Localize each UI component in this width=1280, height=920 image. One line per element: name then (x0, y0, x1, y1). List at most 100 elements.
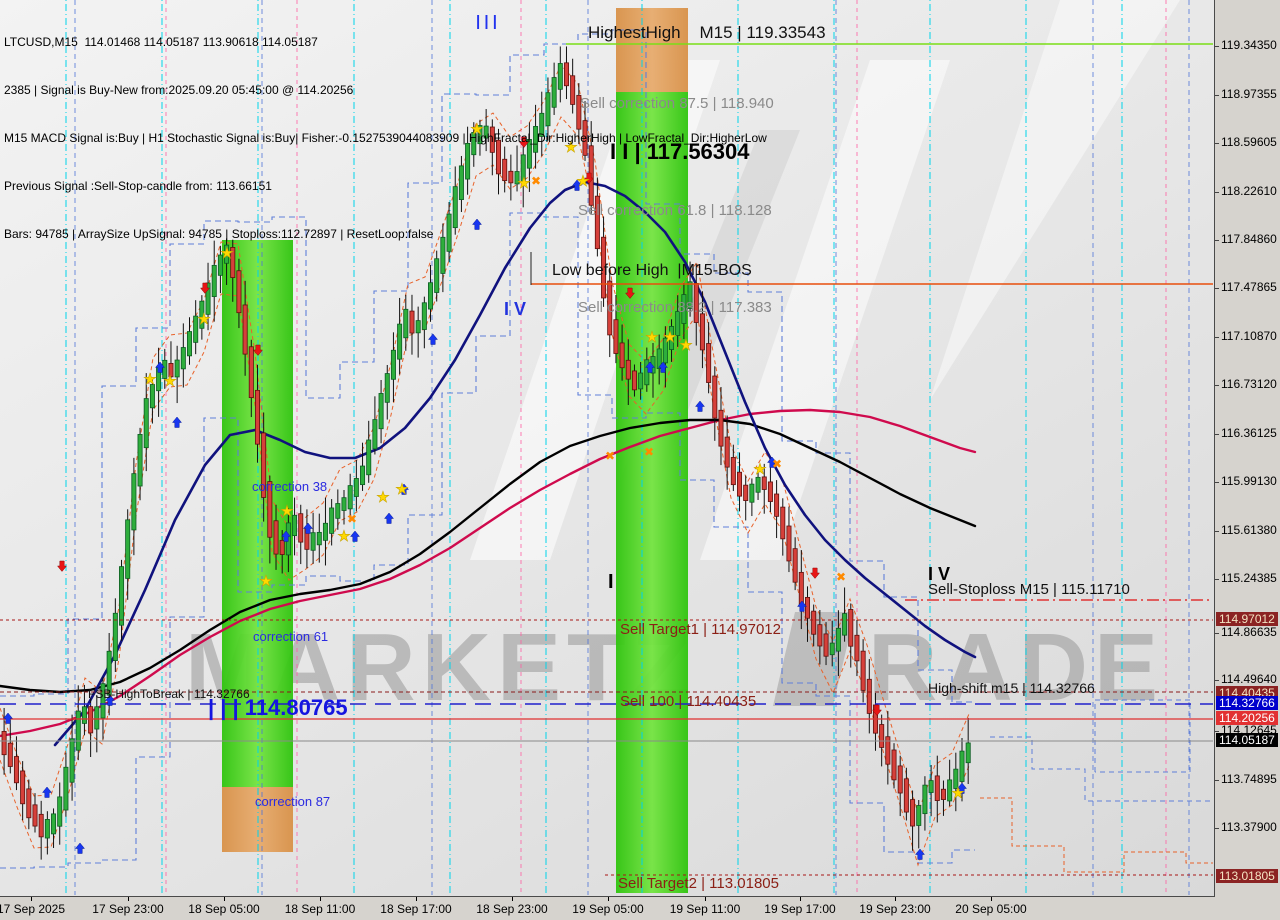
bull-candle (186, 331, 192, 357)
channel-upper-line (0, 29, 975, 703)
bear-candle (724, 436, 730, 468)
x-axis-tick (895, 897, 896, 901)
buy-arrow-icon (41, 786, 53, 798)
bear-candle (26, 788, 32, 819)
cross-icon: ✖ (347, 512, 357, 526)
bear-candle (607, 280, 613, 336)
bear-candle (823, 633, 829, 657)
buy-arrow-icon (171, 416, 183, 428)
y-axis-tick (1215, 828, 1219, 829)
info-line-macd: M15 MACD Signal is:Buy | H1 Stochastic S… (4, 131, 767, 145)
levels-layer (0, 43, 1213, 876)
buy-arrow-icon (694, 400, 706, 412)
bear-candle (940, 788, 946, 800)
info-line-previous: Previous Signal :Sell-Stop-candle from: … (4, 179, 272, 193)
x-axis-tick (31, 897, 32, 901)
y-tick-label: 118.22610 (1221, 184, 1277, 198)
bear-candle (811, 610, 817, 635)
bear-candle (699, 313, 705, 351)
x-axis-tick (416, 897, 417, 901)
bull-candle (81, 706, 87, 724)
x-tick-label: 18 Sep 11:00 (284, 902, 356, 916)
x-axis-tick (320, 897, 321, 901)
bull-candle (477, 125, 483, 145)
price-axis[interactable]: 119.34350 118.97355 118.59605 118.22610 117.… (1215, 0, 1280, 896)
buy-arrow-icon (796, 600, 808, 612)
bear-candle (631, 370, 637, 391)
time-axis[interactable]: 17 Sep 2025 17 Sep 23:00 18 Sep 05:00 18 Se… (0, 897, 1280, 920)
bear-candle (254, 389, 260, 445)
bull-candle (143, 398, 149, 449)
x-axis-tick (512, 897, 513, 901)
bull-candle (44, 819, 50, 839)
y-tick-label: 116.73120 (1221, 377, 1277, 391)
bull-candle (162, 359, 168, 379)
bull-candle (440, 236, 446, 274)
bear-candle (798, 571, 804, 606)
watermark-streak (930, 0, 1180, 400)
chart-area[interactable]: MARKETZ RADE ★ ★ ★ ★ ★ ★ ★ ★ ★ ★ ★ ★ ★ ★ ★ ★ ★ ★ ✖ ✖ ✖ ✖ ✖ ✖ | | … (0, 0, 1215, 897)
y-axis-tick (1215, 240, 1219, 241)
bull-candle (397, 323, 403, 360)
y-tick-label: 118.59605 (1221, 135, 1277, 149)
bull-candle (193, 315, 199, 343)
bull-candle (310, 532, 316, 551)
bear-candle (854, 634, 860, 662)
bull-candle (224, 244, 230, 264)
buy-arrow-icon (349, 530, 361, 542)
bull-candle (205, 282, 211, 315)
bull-candle (403, 308, 409, 339)
y-axis-tick (1215, 46, 1219, 47)
bull-candle (526, 139, 532, 169)
bear-candle (236, 270, 242, 314)
bear-candle (761, 476, 767, 490)
bear-candle (7, 742, 13, 767)
bull-candle (557, 63, 563, 90)
bull-candle (928, 780, 934, 793)
y-axis-tick (1215, 288, 1219, 289)
star-icon: ★ (337, 527, 350, 545)
bear-candle (903, 778, 909, 813)
markers-layer: ★ ★★★★★★★ ★★★★★★ ★ ★★★✖✖✖ ✖✖✖ (2, 120, 968, 860)
ma-black-line (0, 418, 977, 694)
y-tick-label: 113.74895 (1221, 772, 1277, 786)
bull-candle (106, 650, 112, 696)
green-signal-band (616, 92, 688, 893)
bear-candle (737, 471, 743, 497)
y-tick-label: 119.34350 (1221, 38, 1277, 52)
bull-candle (316, 531, 322, 546)
y-tick-label: 115.61380 (1221, 523, 1277, 537)
bull-candle (669, 326, 675, 350)
projection-dashed-path (980, 797, 1213, 873)
sell-arrow-icon (252, 344, 264, 356)
bull-candle (112, 612, 118, 661)
bear-candle (563, 62, 569, 87)
bear-candle (891, 749, 897, 781)
bear-candle (786, 525, 792, 562)
candlestick-chart[interactable]: MARKETZ RADE★ ★★★★★★★ ★★★★★★ ★ ★★★✖✖✖ ✖✖✖ (0, 0, 1214, 896)
sell-arrow-icon (56, 560, 68, 572)
bear-candle (706, 343, 712, 383)
y-axis-tick (1215, 192, 1219, 193)
price-level-chip: 114.97012 (1216, 612, 1278, 626)
bear-candle (625, 359, 631, 380)
buy-arrow-icon (302, 522, 314, 534)
bear-candle (718, 409, 724, 447)
y-axis-tick (1215, 780, 1219, 781)
bear-candle (743, 484, 749, 501)
bull-candle (656, 348, 662, 369)
bear-candle (866, 678, 872, 714)
bull-candle (415, 320, 421, 334)
y-tick-label: 117.10870 (1221, 329, 1277, 343)
bull-candle (421, 302, 427, 330)
star-icon: ★ (395, 480, 408, 498)
bull-candle (434, 258, 440, 293)
bull-candle (384, 373, 390, 403)
x-tick-label: 19 Sep 05:00 (572, 902, 644, 916)
watermark-text-right: RADE (868, 614, 1164, 721)
star-icon: ★ (280, 502, 293, 520)
bull-candle (539, 112, 545, 137)
cross-icon: ✖ (644, 445, 654, 459)
bear-candle (860, 650, 866, 691)
